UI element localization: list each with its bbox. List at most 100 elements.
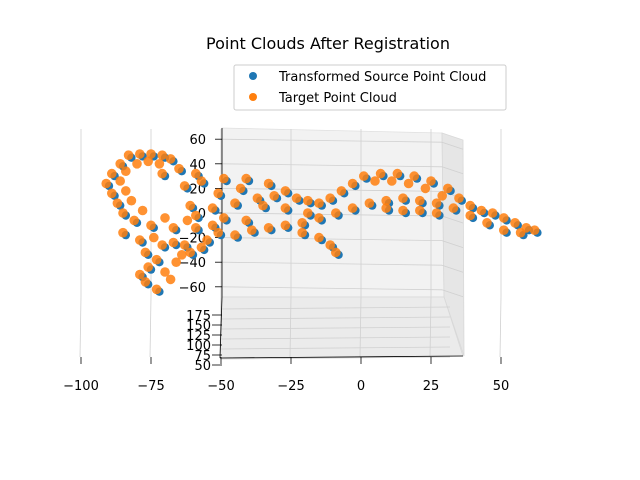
target-point [291,193,302,203]
target-point [185,200,195,211]
target-point [398,205,408,216]
target-point [185,247,195,258]
y-grid-line [220,356,451,360]
y-tick-label: 75 [194,349,211,364]
target-point [121,166,131,176]
target-point [191,168,201,179]
target-point [487,208,498,218]
z-grid-line-side [441,240,464,248]
target-point [135,269,145,280]
y-tick-label: 125 [186,329,211,344]
target-point [359,171,369,181]
x-grid-floor-line [289,296,292,358]
target-point [143,262,153,272]
y-tick-label: 150 [186,319,211,334]
target-point [135,149,145,159]
target-point [171,257,181,268]
target-point [280,186,291,196]
target-point [157,240,167,250]
z-grid-line-side [441,264,464,273]
target-point [303,195,313,206]
legend-label-target: Target Point Cloud [278,91,397,106]
target-point [179,240,190,250]
target-point [420,183,431,194]
target-point [202,235,212,245]
target-point [387,176,397,186]
target-point [392,168,403,179]
target-point [213,227,223,238]
target-point [219,173,229,184]
legend-marker-target [249,93,257,101]
target-point [258,200,268,211]
target-point [415,195,425,206]
target-point [426,176,436,186]
target-point [182,215,193,226]
target-point [510,218,520,228]
y-grid-line [220,346,451,350]
target-point [143,156,153,167]
z-grid-line [221,188,443,192]
target-point [454,193,464,203]
target-point [230,230,240,240]
target-point [303,208,313,218]
target-point [107,168,117,179]
z-grid-line [221,237,443,241]
target-point [196,176,207,186]
target-point [314,232,324,243]
y-grid-line [220,306,451,310]
target-point [151,284,162,295]
target-point [191,210,201,221]
target-point [482,218,492,228]
y-grid-line [220,316,451,320]
target-point [437,191,448,201]
z-grid-line [221,286,443,291]
x-axis-line [219,355,464,359]
target-point [135,235,145,245]
z-tick-label: −60 [179,281,206,296]
target-point [280,220,291,231]
target-point [168,223,179,233]
target-point [165,274,176,285]
target-point [123,150,134,160]
target-point [269,191,280,201]
target-point [476,205,487,216]
target-point [140,277,151,287]
target-point [179,181,190,191]
target-point [154,159,165,169]
target-point [149,232,159,243]
target-point [398,193,408,203]
target-point [336,186,347,196]
target-point [174,163,184,174]
axes-panes [219,127,465,359]
target-point [129,215,139,226]
target-point [160,213,170,223]
x-grid-floor-line [359,296,362,358]
target-point [263,178,274,189]
z-grid-line [221,138,443,143]
target-point [219,213,229,223]
target-point [177,250,187,260]
target-point [448,203,459,213]
target-point [160,267,170,277]
y-grid-line [220,326,451,330]
target-point [151,254,162,265]
chart-title: Point Clouds After Registration [206,34,450,53]
target-point [465,200,476,211]
target-point [529,225,540,235]
z-grid-line [221,261,443,266]
z-tick-label: 60 [189,133,206,148]
target-point [137,205,148,216]
target-point [314,213,324,223]
z-tick-label: 0 [198,207,206,222]
target-point [207,203,218,213]
target-point [499,213,509,223]
y-grid-line [220,336,451,340]
target-point [431,208,442,218]
target-point [263,223,274,233]
target-point [146,220,156,231]
x-grid-floor-line [79,296,82,358]
target-point [415,205,425,216]
target-point [331,247,341,258]
target-point [297,227,308,238]
